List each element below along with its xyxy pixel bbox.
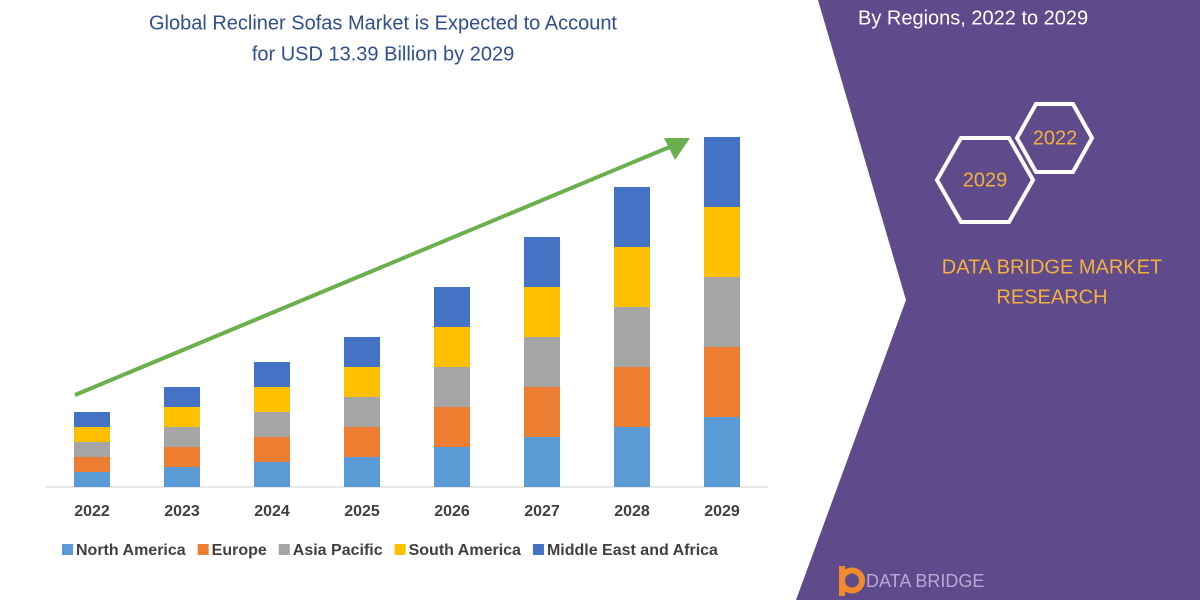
bar-segment xyxy=(164,407,200,427)
bar-segment xyxy=(254,462,290,487)
bar-segment xyxy=(344,397,380,427)
legend-label: Middle East and Africa xyxy=(547,542,718,559)
bar-segment xyxy=(164,467,200,487)
bar-segment xyxy=(614,247,650,307)
x-tick-label: 2022 xyxy=(74,503,110,520)
x-tick-label: 2023 xyxy=(164,503,200,520)
legend-label: Europe xyxy=(212,542,267,559)
hexagon xyxy=(934,136,1036,224)
logo-icon xyxy=(839,566,865,596)
bar-segment xyxy=(704,417,740,487)
x-tick-label: 2026 xyxy=(434,503,470,520)
bar-segment xyxy=(344,427,380,457)
bar-segment xyxy=(524,437,560,487)
bar-segment xyxy=(524,287,560,337)
bar-segment xyxy=(704,137,740,207)
bar-segment xyxy=(74,427,110,442)
bar-segment xyxy=(704,277,740,347)
bar-segment xyxy=(344,367,380,397)
bar-segment xyxy=(614,367,650,427)
bar-segment xyxy=(344,457,380,487)
x-tick-label: 2028 xyxy=(614,503,650,520)
brand-text: DATA BRIDGE MARKET xyxy=(942,256,1162,278)
legend-swatch xyxy=(278,544,290,555)
bar-segment xyxy=(614,187,650,247)
bar-segment xyxy=(164,427,200,447)
bar-segment xyxy=(704,207,740,277)
bar-segment xyxy=(524,337,560,387)
legend-label: South America xyxy=(409,542,521,559)
bar-segment xyxy=(434,407,470,447)
bar-segment xyxy=(434,287,470,327)
bar-segment xyxy=(704,347,740,417)
bar-segment xyxy=(74,457,110,472)
legend-label: Asia Pacific xyxy=(293,542,383,559)
trend-arrow xyxy=(74,144,673,397)
legend-swatch xyxy=(197,544,209,555)
bar-segment xyxy=(434,327,470,367)
panel-subtitle: By Regions, 2022 to 2029 xyxy=(858,7,1088,29)
brand-text: RESEARCH xyxy=(996,286,1107,308)
x-tick-label: 2025 xyxy=(344,503,380,520)
hexagon xyxy=(1014,102,1095,174)
bar-segment xyxy=(434,447,470,487)
bar-segment xyxy=(74,442,110,457)
bar-segment xyxy=(254,437,290,462)
legend-swatch xyxy=(532,544,544,555)
x-tick-label: 2024 xyxy=(254,503,290,520)
bar-segment xyxy=(164,447,200,467)
x-tick-label: 2027 xyxy=(524,503,560,520)
bar-segment xyxy=(524,237,560,287)
bar-segment xyxy=(614,427,650,487)
logo-text: DATA BRIDGE xyxy=(866,571,984,591)
legend-label: North America xyxy=(76,542,186,559)
legend-swatch xyxy=(394,544,406,555)
side-panel xyxy=(796,0,1200,600)
bar-segment xyxy=(434,367,470,407)
bar-segment xyxy=(164,387,200,407)
bar-segment xyxy=(614,307,650,367)
bar-segment xyxy=(74,412,110,427)
legend-swatch xyxy=(62,544,73,555)
chart-title: Global Recliner Sofas Market is Expected… xyxy=(149,12,617,34)
bar-segment xyxy=(254,362,290,387)
hexagon-label: 2029 xyxy=(963,169,1008,191)
x-tick-label: 2029 xyxy=(704,503,740,520)
bar-segment xyxy=(524,387,560,437)
bar-segment xyxy=(254,387,290,412)
bar-segment xyxy=(344,337,380,367)
bar-segment xyxy=(254,412,290,437)
bar-segment xyxy=(74,472,110,487)
hexagon-label: 2022 xyxy=(1033,127,1078,149)
trend-arrow-head xyxy=(664,138,690,160)
chart-title: for USD 13.39 Billion by 2029 xyxy=(252,43,514,65)
